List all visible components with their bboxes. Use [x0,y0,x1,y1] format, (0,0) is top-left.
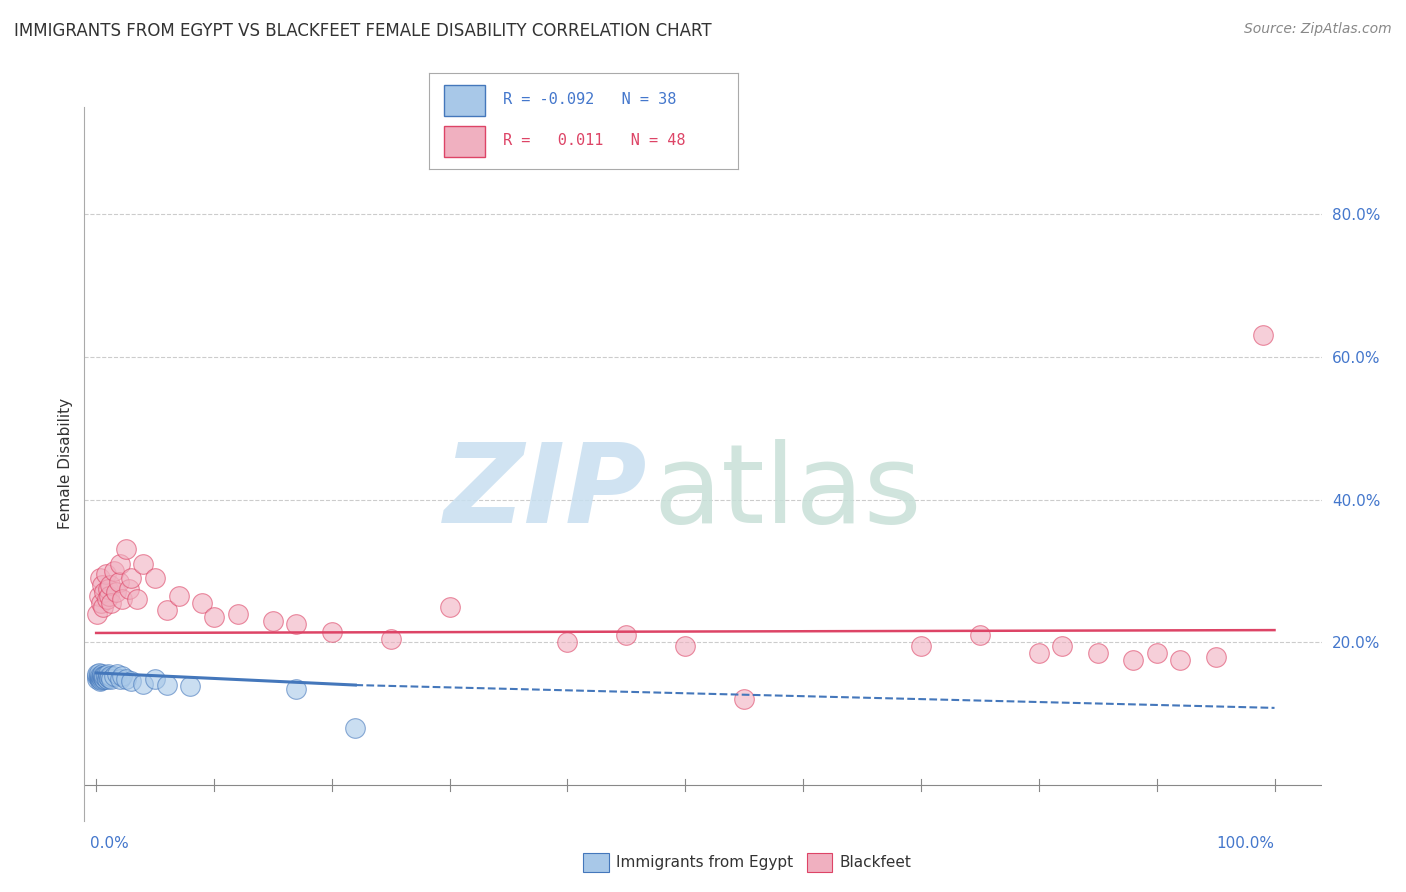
Point [98,589,121,603]
Point [1251,328,1274,343]
Point [673,639,696,653]
Point [156,678,179,692]
Point [111,592,134,607]
Point [118,582,141,596]
Point [97,670,120,684]
Point [108,673,131,687]
Point [1146,646,1168,660]
Point [179,680,201,694]
Point [226,607,249,621]
Point [98,578,121,592]
Point [90,673,112,687]
Point [733,692,755,706]
Point [87,665,110,680]
Point [93,669,115,683]
Point [344,721,367,735]
Point [86,667,108,681]
Point [94,567,117,582]
Point [167,589,190,603]
Point [103,669,125,683]
Point [91,669,114,683]
Y-axis label: Female Disability: Female Disability [58,398,73,530]
Point [105,585,128,599]
Point [262,614,284,628]
Point [1028,646,1050,660]
Point [93,585,115,599]
Point [1168,653,1191,667]
Point [108,557,131,571]
Point [100,596,122,610]
Point [132,676,155,690]
Point [616,628,638,642]
Point [285,617,308,632]
Point [111,669,134,683]
Point [91,599,114,614]
Point [103,564,125,578]
Point [96,673,118,687]
Point [1122,653,1144,667]
Point [439,599,461,614]
Point [93,673,115,687]
Text: IMMIGRANTS FROM EGYPT VS BLACKFEET FEMALE DISABILITY CORRELATION CHART: IMMIGRANTS FROM EGYPT VS BLACKFEET FEMAL… [14,22,711,40]
FancyBboxPatch shape [444,126,485,157]
Point [1087,646,1109,660]
FancyBboxPatch shape [444,85,485,116]
Point [191,596,214,610]
Point [105,667,128,681]
Point [86,607,108,621]
Point [969,628,991,642]
Point [132,557,155,571]
Text: 0.0%: 0.0% [90,837,129,851]
Point [114,673,136,687]
Point [557,635,579,649]
Point [98,669,121,683]
Point [107,574,129,589]
Text: Source: ZipAtlas.com: Source: ZipAtlas.com [1244,22,1392,37]
Point [91,669,114,683]
Point [97,667,120,681]
Point [121,571,143,585]
Point [87,671,110,685]
Text: R =   0.011   N = 48: R = 0.011 N = 48 [503,133,686,148]
Point [91,671,114,685]
Point [910,639,932,653]
Point [114,542,136,557]
Point [380,632,402,646]
Point [91,673,114,687]
Point [1205,649,1227,664]
Point [100,673,122,687]
Point [87,669,110,683]
Point [156,603,179,617]
Point [94,671,117,685]
Point [202,610,225,624]
Point [143,571,166,585]
Point [98,671,121,685]
Point [90,596,112,610]
Point [89,674,111,689]
Point [91,667,114,681]
Text: R = -0.092   N = 38: R = -0.092 N = 38 [503,92,676,107]
Point [97,582,120,596]
Text: 100.0%: 100.0% [1216,837,1274,851]
Point [127,592,149,607]
Text: Blackfeet: Blackfeet [839,855,911,870]
Point [89,669,111,683]
Text: Immigrants from Egypt: Immigrants from Egypt [616,855,793,870]
Point [94,668,117,682]
Point [143,673,166,687]
Point [285,681,308,696]
Point [91,578,114,592]
Point [96,592,118,607]
Point [121,674,143,689]
Text: ZIP: ZIP [444,439,647,546]
Point [89,571,111,585]
Point [86,669,108,683]
Point [1052,639,1074,653]
Point [87,589,110,603]
Text: atlas: atlas [654,439,922,546]
Point [90,670,112,684]
Point [86,673,108,687]
Point [89,672,111,686]
Point [321,624,343,639]
